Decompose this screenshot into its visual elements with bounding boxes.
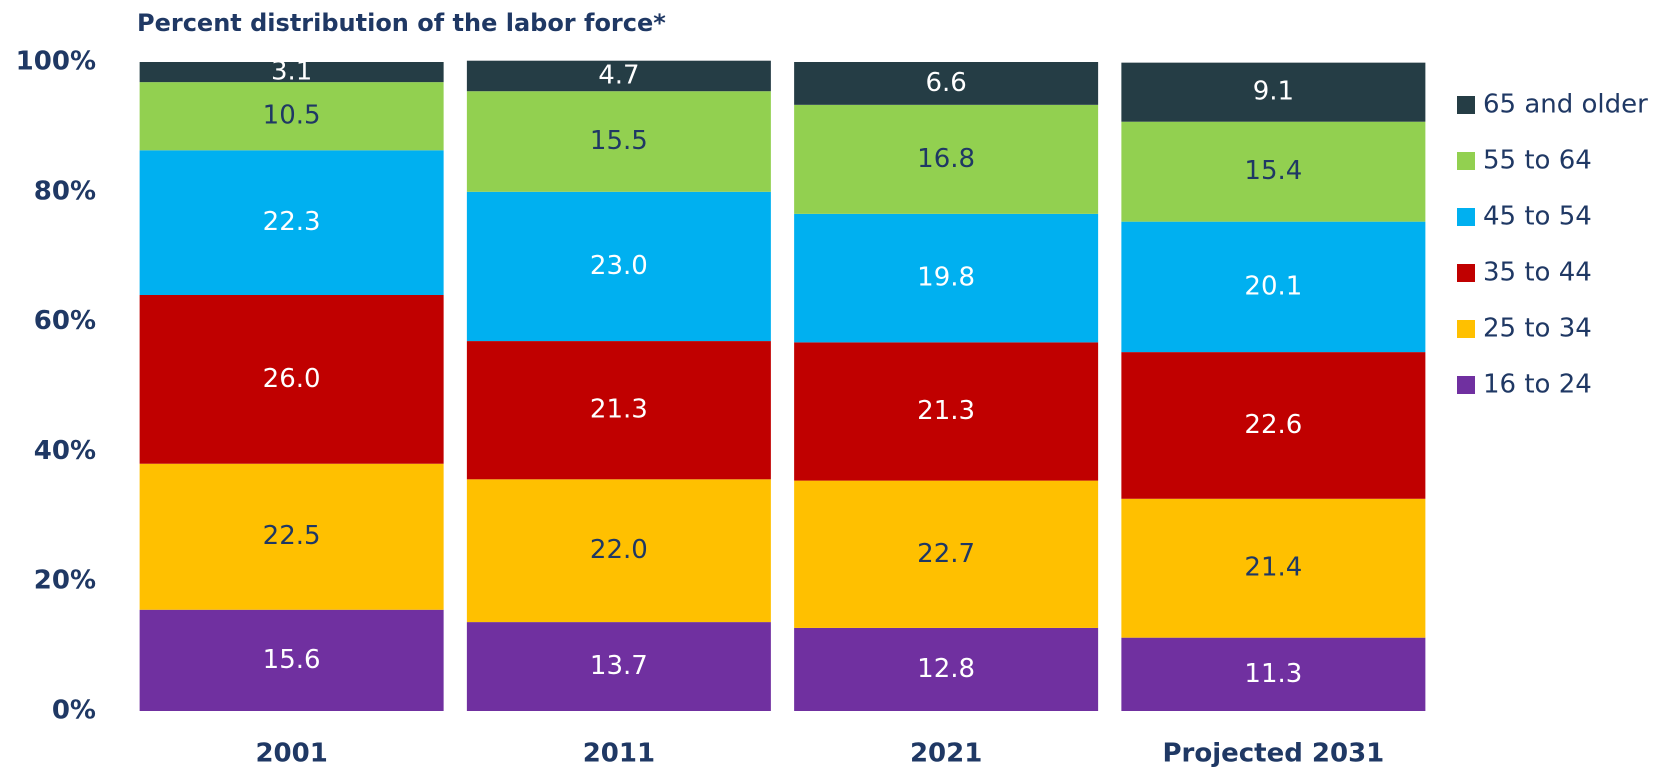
data-label: 12.8 <box>917 654 975 684</box>
bar-segment <box>139 82 444 151</box>
x-tick-label: 2021 <box>910 739 982 769</box>
y-tick-label: 20% <box>34 566 96 596</box>
legend-label: 55 to 64 <box>1483 146 1592 176</box>
data-label: 21.3 <box>590 395 648 425</box>
y-tick-label: 0% <box>52 696 96 726</box>
x-tick-label: 2011 <box>583 739 655 769</box>
bar-segment <box>139 62 444 83</box>
data-label: 10.5 <box>263 101 321 131</box>
legend-swatch <box>1457 320 1475 338</box>
y-tick-label: 40% <box>34 436 96 466</box>
data-label: 23.0 <box>590 251 648 281</box>
y-tick-label: 60% <box>34 306 96 336</box>
data-label: 26.0 <box>263 364 321 394</box>
legend-swatch <box>1457 376 1475 394</box>
bar-segment <box>794 213 1099 343</box>
data-label: 19.8 <box>917 263 975 293</box>
bar-segment <box>466 479 771 623</box>
data-label: 13.7 <box>590 651 648 681</box>
bar-segment <box>139 150 444 295</box>
bar-segment <box>794 62 1099 105</box>
chart-title: Percent distribution of the labor force* <box>137 9 666 37</box>
legend-label: 35 to 44 <box>1483 258 1592 288</box>
bar-segment <box>1121 352 1426 499</box>
bar-segment <box>466 91 771 192</box>
bar-segment <box>466 341 771 480</box>
bar-segment <box>1121 62 1426 122</box>
data-label: 3.1 <box>271 57 312 87</box>
data-label: 9.1 <box>1253 77 1294 107</box>
data-label: 22.3 <box>263 207 321 237</box>
bar-segment <box>139 609 444 711</box>
data-label: 6.6 <box>925 68 966 98</box>
y-tick-label: 100% <box>16 47 96 77</box>
data-label: 22.0 <box>590 535 648 565</box>
bar-segment <box>466 191 771 342</box>
bar-segment <box>794 627 1099 711</box>
data-label: 16.8 <box>917 144 975 174</box>
data-label: 21.3 <box>917 396 975 426</box>
data-label: 15.5 <box>590 126 648 156</box>
bar-segment <box>1121 637 1426 711</box>
legend-swatch <box>1457 152 1475 170</box>
bar-segment <box>1121 498 1426 638</box>
data-label: 21.4 <box>1244 553 1302 583</box>
legend-label: 65 and older <box>1483 90 1648 120</box>
x-tick-label: Projected 2031 <box>1162 739 1384 769</box>
bar-segment <box>139 294 444 464</box>
legend-swatch <box>1457 208 1475 226</box>
legend-swatch <box>1457 96 1475 114</box>
data-label: 11.3 <box>1244 659 1302 689</box>
data-label: 22.6 <box>1244 410 1302 440</box>
data-label: 4.7 <box>598 60 639 90</box>
legend-swatch <box>1457 264 1475 282</box>
x-tick-label: 2001 <box>255 739 327 769</box>
data-label: 15.4 <box>1244 156 1302 186</box>
bar-segment <box>794 480 1099 628</box>
data-label: 22.7 <box>917 539 975 569</box>
bar-segment <box>1121 221 1426 353</box>
legend-label: 45 to 54 <box>1483 202 1592 232</box>
bar-segment <box>466 60 771 92</box>
data-label: 20.1 <box>1244 271 1302 301</box>
bar-segment <box>1121 121 1426 222</box>
legend-label: 16 to 24 <box>1483 370 1592 400</box>
legend-label: 25 to 34 <box>1483 314 1592 344</box>
y-tick-label: 80% <box>34 176 96 206</box>
data-label: 15.6 <box>263 645 321 675</box>
bar-segment <box>794 104 1099 214</box>
bar-segment <box>794 342 1099 481</box>
bar-segment <box>466 622 771 711</box>
data-label: 22.5 <box>263 521 321 551</box>
bar-segment <box>139 463 444 610</box>
